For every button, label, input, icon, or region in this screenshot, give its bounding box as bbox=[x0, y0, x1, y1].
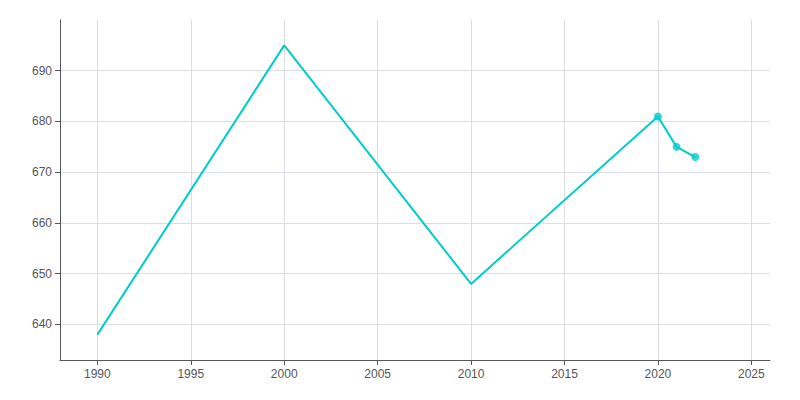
svg-text:690: 690 bbox=[32, 64, 52, 78]
svg-text:1990: 1990 bbox=[84, 367, 111, 381]
svg-text:670: 670 bbox=[32, 165, 52, 179]
svg-text:680: 680 bbox=[32, 114, 52, 128]
svg-text:660: 660 bbox=[32, 216, 52, 230]
svg-text:2025: 2025 bbox=[738, 367, 765, 381]
svg-text:2005: 2005 bbox=[364, 367, 391, 381]
svg-text:2015: 2015 bbox=[551, 367, 578, 381]
svg-text:640: 640 bbox=[32, 317, 52, 331]
svg-text:650: 650 bbox=[32, 267, 52, 281]
svg-text:2010: 2010 bbox=[458, 367, 485, 381]
svg-text:2020: 2020 bbox=[645, 367, 672, 381]
svg-text:1995: 1995 bbox=[177, 367, 204, 381]
svg-text:2000: 2000 bbox=[271, 367, 298, 381]
